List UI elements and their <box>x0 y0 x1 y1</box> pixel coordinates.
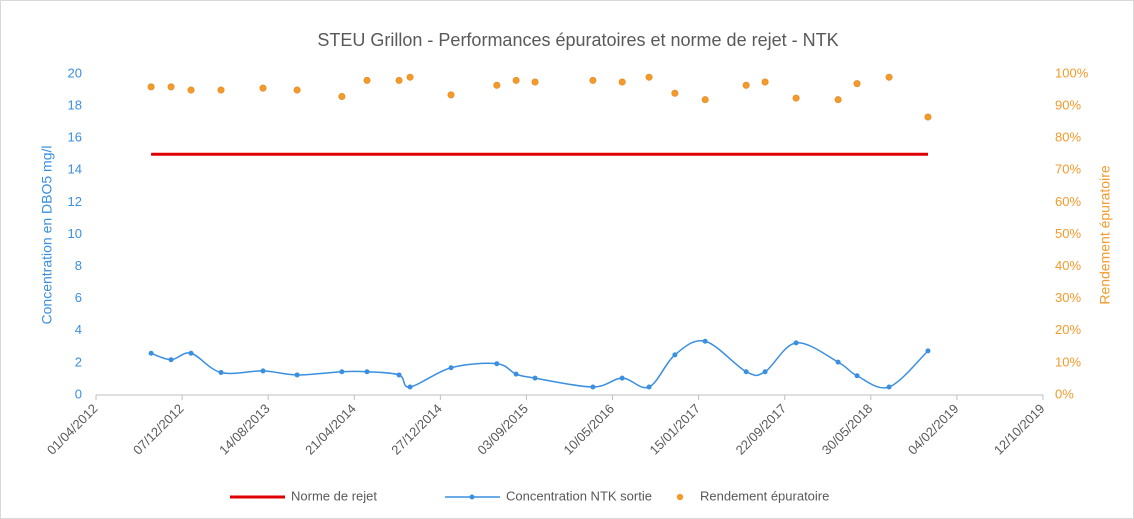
point <box>671 89 679 97</box>
legend-label: Rendement épuratoire <box>700 488 829 503</box>
y2-tick-label: 20% <box>1055 322 1081 337</box>
series-line <box>150 339 929 389</box>
point <box>338 92 346 100</box>
point <box>293 86 301 94</box>
y-tick-label: 12 <box>68 194 82 209</box>
point <box>512 76 520 84</box>
point <box>646 384 652 390</box>
point <box>167 83 175 91</box>
point <box>148 350 154 356</box>
y-tick-label: 4 <box>75 322 82 337</box>
point <box>395 76 403 84</box>
legend-marker <box>676 493 684 501</box>
point <box>217 86 225 94</box>
point <box>645 73 653 81</box>
point <box>886 384 892 390</box>
point <box>494 361 500 367</box>
point <box>147 83 155 91</box>
point <box>339 369 345 375</box>
y2-tick-label: 50% <box>1055 226 1081 241</box>
point <box>834 96 842 104</box>
y-tick-label: 16 <box>68 130 82 145</box>
point <box>493 81 501 89</box>
legend-label: Concentration NTK sortie <box>506 488 652 503</box>
point <box>762 369 768 375</box>
y2-tick-label: 40% <box>1055 258 1081 273</box>
point <box>618 78 626 86</box>
y-tick-label: 18 <box>68 98 82 113</box>
y-axis-label: Concentration en DBO5 mg/l <box>39 146 55 325</box>
point <box>513 371 519 377</box>
y-tick-label: 10 <box>68 226 82 241</box>
point <box>924 113 932 121</box>
y2-tick-label: 30% <box>1055 290 1081 305</box>
point <box>188 350 194 356</box>
chart-title: STEU Grillon - Performances épuratoires … <box>317 30 838 50</box>
point <box>885 73 893 81</box>
point <box>590 384 596 390</box>
point <box>672 352 678 358</box>
legend-marker <box>469 494 475 500</box>
point <box>531 78 539 86</box>
point <box>260 368 266 374</box>
point <box>835 359 841 365</box>
y2-tick-label: 80% <box>1055 130 1081 145</box>
legend-label: Norme de rejet <box>291 488 377 503</box>
point <box>702 338 708 344</box>
point <box>853 80 861 88</box>
y2-tick-label: 0% <box>1055 386 1074 401</box>
y2-tick-label: 60% <box>1055 194 1081 209</box>
point <box>447 91 455 99</box>
point <box>925 348 931 354</box>
point <box>793 340 799 346</box>
y-tick-label: 20 <box>68 65 82 80</box>
point <box>792 94 800 102</box>
point <box>761 78 769 86</box>
y2-tick-label: 10% <box>1055 354 1081 369</box>
point <box>742 81 750 89</box>
point <box>743 369 749 375</box>
y-tick-label: 8 <box>75 258 82 273</box>
point <box>218 370 224 376</box>
point <box>168 357 174 363</box>
point <box>448 365 454 371</box>
point <box>619 375 625 381</box>
point <box>187 86 195 94</box>
y-tick-label: 6 <box>75 290 82 305</box>
y2-tick-label: 90% <box>1055 98 1081 113</box>
point <box>259 84 267 92</box>
y2-axis-label: Rendement épuratoire <box>1097 165 1113 305</box>
point <box>363 76 371 84</box>
point <box>854 373 860 379</box>
point <box>396 372 402 378</box>
point <box>294 372 300 378</box>
point <box>407 384 413 390</box>
point <box>589 76 597 84</box>
point <box>364 369 370 375</box>
point <box>406 73 414 81</box>
y-tick-label: 2 <box>75 354 82 369</box>
y-tick-label: 0 <box>75 386 82 401</box>
point <box>701 96 709 104</box>
y2-tick-label: 100% <box>1055 65 1089 80</box>
y-tick-label: 14 <box>68 162 82 177</box>
y2-tick-label: 70% <box>1055 162 1081 177</box>
point <box>532 375 538 381</box>
